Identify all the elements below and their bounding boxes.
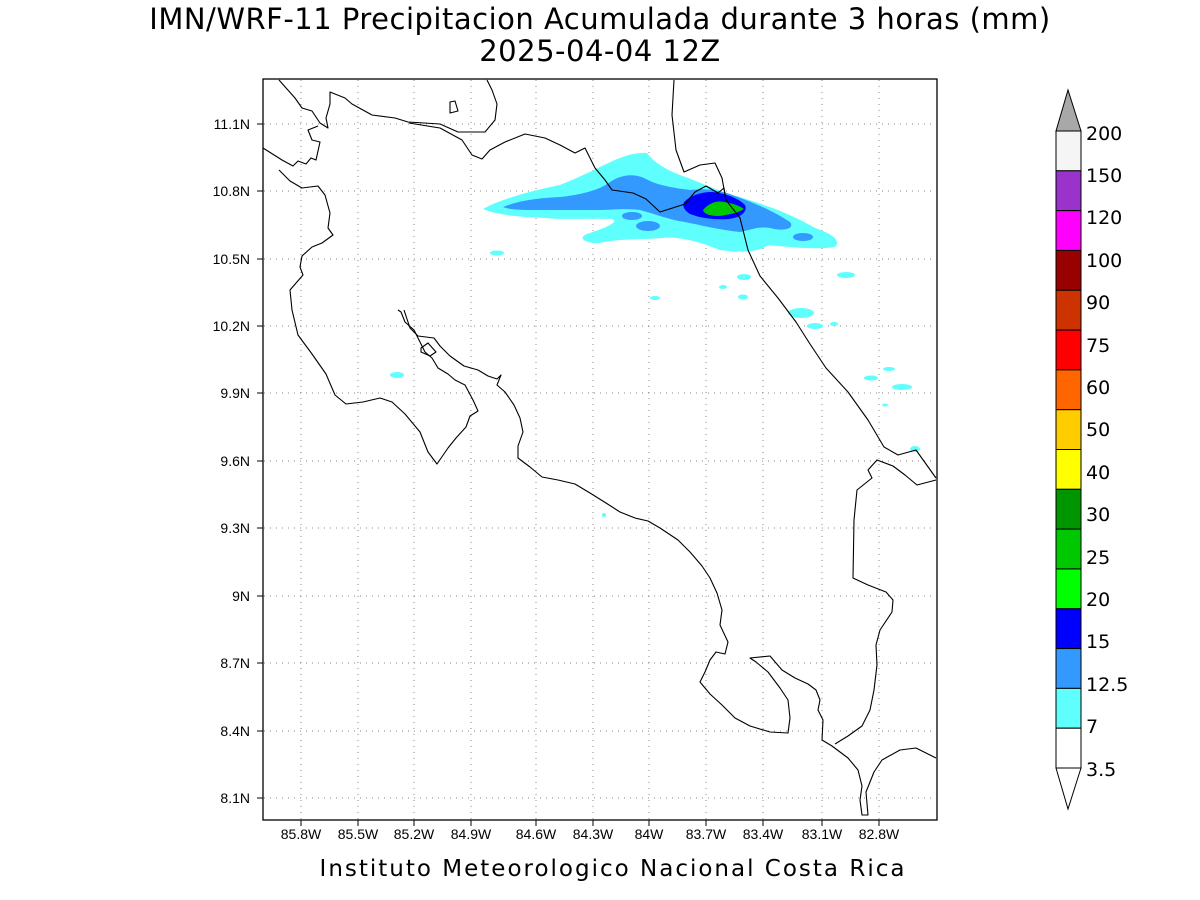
lon-tick-label: 83.4W [743,826,784,842]
colorbar-label: 75 [1086,335,1110,357]
precip-3.5-7mm-blob [737,274,751,280]
precip-3.5-7mm-blob [390,372,404,378]
colorbar-label: 30 [1086,504,1110,526]
colorbar-box [1055,329,1082,371]
colorbar-box [1055,449,1082,490]
colorbar-over-arrow [1055,88,1082,132]
precip-3.5-7mm-blob [882,403,888,407]
lon-tick-label: 85.5W [338,826,379,842]
colorbar-label: 15 [1086,631,1110,653]
colorbar: 200 150 120 100 90 75 60 50 40 30 25 20 … [1055,88,1128,811]
colorbar-label: 200 [1086,123,1122,145]
coastlines-and-borders [262,79,937,816]
lake-nicaragua-island [449,100,459,114]
precip-3.5-7mm-blob [892,384,912,390]
precip-20-25mm-area [703,201,744,216]
precip-7-12.5mm-blob [636,221,660,231]
colorbar-box [1055,130,1082,172]
precip-3.5-7mm-blob [883,367,895,371]
lat-grid-lines [264,123,936,799]
lat-tick-label: 8.1N [220,790,250,806]
colorbar-label: 50 [1086,419,1110,441]
precip-3.5-7mm-blob [650,296,660,300]
gulf-of-nicoya-coast [403,309,937,816]
colorbar-box [1055,289,1082,331]
lat-tick-label: 8.7N [220,655,250,671]
axis-tick-marks [257,123,880,826]
colorbar-box [1055,687,1082,729]
lat-tick-label: 9.9N [220,385,250,401]
lon-tick-label: 83.1W [802,826,843,842]
lat-tick-label: 9.3N [220,520,250,536]
lat-tick-labels: 11.1N 10.8N 10.5N 10.2N 9.9N 9.6N 9.3N 9… [213,116,250,806]
lon-tick-label: 83.7W [686,826,727,842]
precip-7-12.5mm-blob [622,212,642,220]
colorbar-box [1055,409,1082,451]
colorbar-box [1055,528,1082,570]
colorbar-box [1055,648,1082,689]
precip-3.5-7mm-blob [788,308,814,318]
precip-3.5-7mm-blob [738,294,748,300]
colorbar-label: 40 [1086,462,1110,484]
colorbar-box [1055,727,1082,769]
lat-tick-label: 9N [232,588,250,604]
colorbar-box [1055,608,1082,650]
colorbar-box [1055,170,1082,212]
nicaragua-costa-rica-border [408,122,727,213]
lon-tick-labels: 85.8W 85.5W 85.2W 84.9W 84.6W 84.3W 84W … [281,826,900,842]
colorbar-box [1055,210,1082,251]
precipitation-field [390,152,920,517]
caribbean-coast [671,79,937,479]
lon-tick-label: 84.9W [451,826,492,842]
lat-tick-label: 10.8N [213,183,250,199]
precip-3.5-7mm-blob [719,285,727,289]
precip-3.5-7mm-blob [837,272,855,278]
lon-tick-label: 85.2W [394,826,435,842]
lat-tick-label: 9.6N [220,453,250,469]
lon-tick-label: 84.3W [573,826,614,842]
colorbar-label: 12.5 [1086,674,1128,696]
lon-tick-label: 85.8W [281,826,322,842]
colorbar-box [1055,369,1082,411]
costa-rica-panama-border [834,459,937,745]
colorbar-label: 20 [1086,589,1110,611]
precip-3.5-7mm-blob [807,323,823,329]
colorbar-label: 90 [1086,292,1110,314]
precip-7-12.5mm-blob [793,233,813,241]
colorbar-under-arrow [1055,767,1082,811]
colorbar-label: 150 [1086,165,1122,187]
nicoya-island [420,342,437,357]
colorbar-label: 120 [1086,207,1122,229]
colorbar-label: 7 [1086,716,1098,738]
lon-tick-label: 82.8W [859,826,900,842]
colorbar-label: 100 [1086,250,1122,272]
colorbar-box [1055,568,1082,610]
lon-tick-label: 84W [635,826,665,842]
lat-tick-label: 8.4N [220,723,250,739]
precip-7-12.5mm-blob [603,184,621,194]
colorbar-label: 60 [1086,377,1110,399]
colorbar-boxes [1055,130,1082,769]
institution-footer: Instituto Meteorologico Nacional Costa R… [319,856,907,882]
lake-nicaragua-shore [278,79,498,133]
lat-tick-label: 10.2N [213,318,250,334]
precip-3.5-7mm-blob [490,250,504,256]
colorbar-label: 25 [1086,547,1110,569]
precip-3.5-7mm-blob [864,375,878,381]
map-subtitle-date: 2025-04-04 12Z [479,34,721,68]
colorbar-box [1055,488,1082,530]
lat-tick-label: 11.1N [214,116,250,132]
lat-tick-label: 10.5N [213,251,250,267]
map-title: IMN/WRF-11 Precipitacion Acumulada duran… [149,2,1051,36]
lon-tick-label: 84.6W [516,826,557,842]
map-frame [262,78,938,821]
pacific-coast-north [262,125,479,465]
precip-3.5-7mm-blob [830,322,838,326]
precip-3.5-7mm-blob [602,513,606,517]
colorbar-box [1055,249,1082,291]
colorbar-label: 3.5 [1086,759,1116,781]
